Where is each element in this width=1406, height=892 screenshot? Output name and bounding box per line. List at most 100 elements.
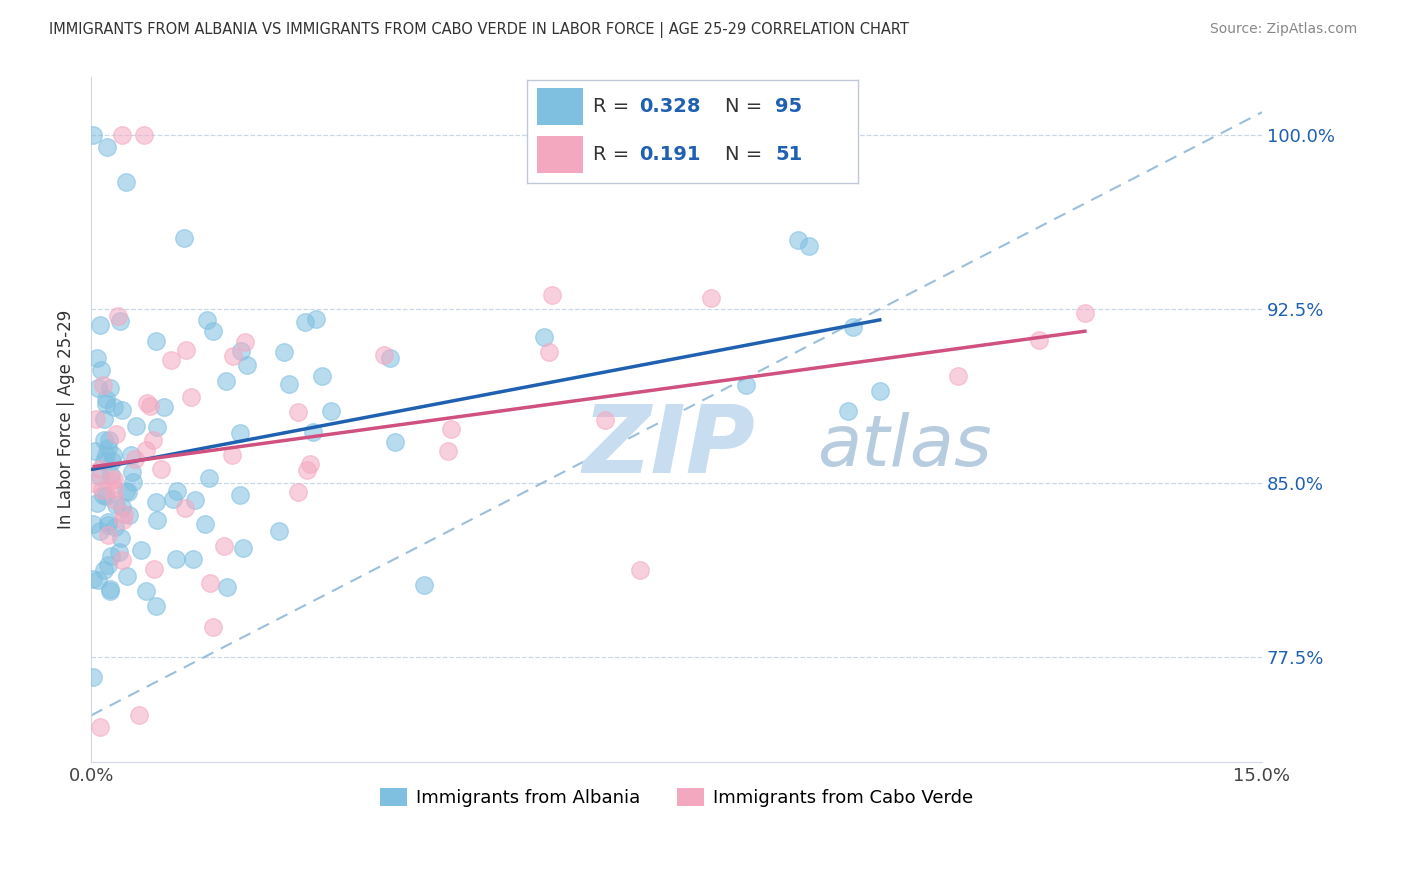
Point — [134, 128, 156, 143]
Point — [98, 584, 121, 599]
Point — [86, 381, 108, 395]
Point — [84, 444, 107, 458]
Point — [97, 442, 120, 456]
Point — [700, 291, 723, 305]
Point — [136, 395, 159, 409]
Text: R =: R = — [593, 145, 636, 163]
Point — [287, 484, 309, 499]
Point — [104, 427, 127, 442]
Point — [94, 489, 117, 503]
Point — [145, 599, 167, 614]
Point — [128, 708, 150, 723]
Text: ZIP: ZIP — [583, 401, 756, 493]
Point — [87, 574, 110, 588]
Point — [94, 448, 117, 462]
Point — [436, 444, 458, 458]
Point — [100, 468, 122, 483]
Point — [115, 175, 138, 189]
Point — [101, 448, 124, 462]
Text: 95: 95 — [775, 97, 803, 117]
Point — [267, 524, 290, 539]
Point — [93, 434, 115, 448]
Point — [111, 513, 134, 527]
Point — [174, 343, 197, 357]
Point — [540, 288, 562, 302]
Point — [162, 492, 184, 507]
Point — [100, 549, 122, 563]
Point — [111, 128, 134, 143]
Point — [110, 500, 132, 515]
Point — [195, 313, 218, 327]
Point — [143, 561, 166, 575]
Point — [115, 568, 138, 582]
Point — [201, 620, 224, 634]
Point — [799, 239, 821, 253]
Point — [734, 378, 756, 392]
Point — [121, 465, 143, 479]
Point — [232, 541, 254, 555]
Point — [277, 376, 299, 391]
Point — [120, 448, 142, 462]
Point — [214, 539, 236, 553]
Point — [96, 392, 118, 406]
Point — [837, 404, 859, 418]
Point — [842, 320, 865, 334]
Point — [84, 412, 107, 426]
Point — [319, 404, 342, 418]
Point — [103, 472, 125, 486]
Point — [103, 483, 125, 497]
Point — [197, 471, 219, 485]
Point — [302, 425, 325, 439]
Point — [146, 513, 169, 527]
Point — [97, 528, 120, 542]
Point — [295, 462, 318, 476]
Point — [221, 349, 243, 363]
Text: 51: 51 — [775, 145, 803, 163]
Point — [97, 518, 120, 533]
Point — [287, 405, 309, 419]
Point — [174, 501, 197, 516]
Point — [593, 413, 616, 427]
Point — [89, 318, 111, 333]
Point — [112, 507, 135, 521]
Point — [384, 434, 406, 449]
Point — [221, 449, 243, 463]
Point — [104, 492, 127, 507]
Point — [93, 453, 115, 467]
Point — [139, 399, 162, 413]
Point — [231, 344, 253, 359]
Point — [948, 369, 970, 384]
Point — [165, 552, 187, 566]
Point — [82, 517, 104, 532]
Text: IMMIGRANTS FROM ALBANIA VS IMMIGRANTS FROM CABO VERDE IN LABOR FORCE | AGE 25-29: IMMIGRANTS FROM ALBANIA VS IMMIGRANTS FR… — [49, 22, 910, 38]
Point — [90, 363, 112, 377]
Point — [110, 313, 132, 327]
Point — [91, 377, 114, 392]
Point — [118, 508, 141, 523]
Point — [180, 390, 202, 404]
Point — [236, 358, 259, 372]
Point — [142, 434, 165, 448]
Text: 0.191: 0.191 — [640, 145, 702, 163]
Point — [104, 520, 127, 534]
Text: N =: N = — [725, 145, 769, 163]
Point — [89, 462, 111, 476]
Point — [229, 488, 252, 502]
Text: 0.328: 0.328 — [640, 97, 702, 117]
Text: atlas: atlas — [817, 412, 991, 482]
Text: Source: ZipAtlas.com: Source: ZipAtlas.com — [1209, 22, 1357, 37]
Point — [110, 532, 132, 546]
Point — [107, 545, 129, 559]
Point — [117, 485, 139, 500]
Point — [124, 451, 146, 466]
Point — [215, 374, 238, 388]
Point — [229, 425, 252, 440]
Point — [94, 397, 117, 411]
Point — [1028, 333, 1050, 347]
Y-axis label: In Labor Force | Age 25-29: In Labor Force | Age 25-29 — [58, 310, 75, 529]
Point — [111, 553, 134, 567]
Point — [100, 475, 122, 489]
Point — [101, 454, 124, 468]
Point — [181, 551, 204, 566]
Point — [440, 422, 463, 436]
